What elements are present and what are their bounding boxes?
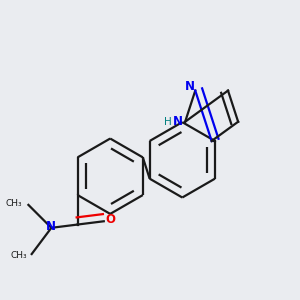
Text: N: N (185, 80, 195, 93)
Text: CH₃: CH₃ (5, 199, 22, 208)
Text: N: N (173, 115, 183, 128)
Text: CH₃: CH₃ (10, 251, 27, 260)
Text: O: O (105, 213, 115, 226)
Text: H: H (164, 117, 172, 127)
Text: N: N (46, 220, 56, 233)
